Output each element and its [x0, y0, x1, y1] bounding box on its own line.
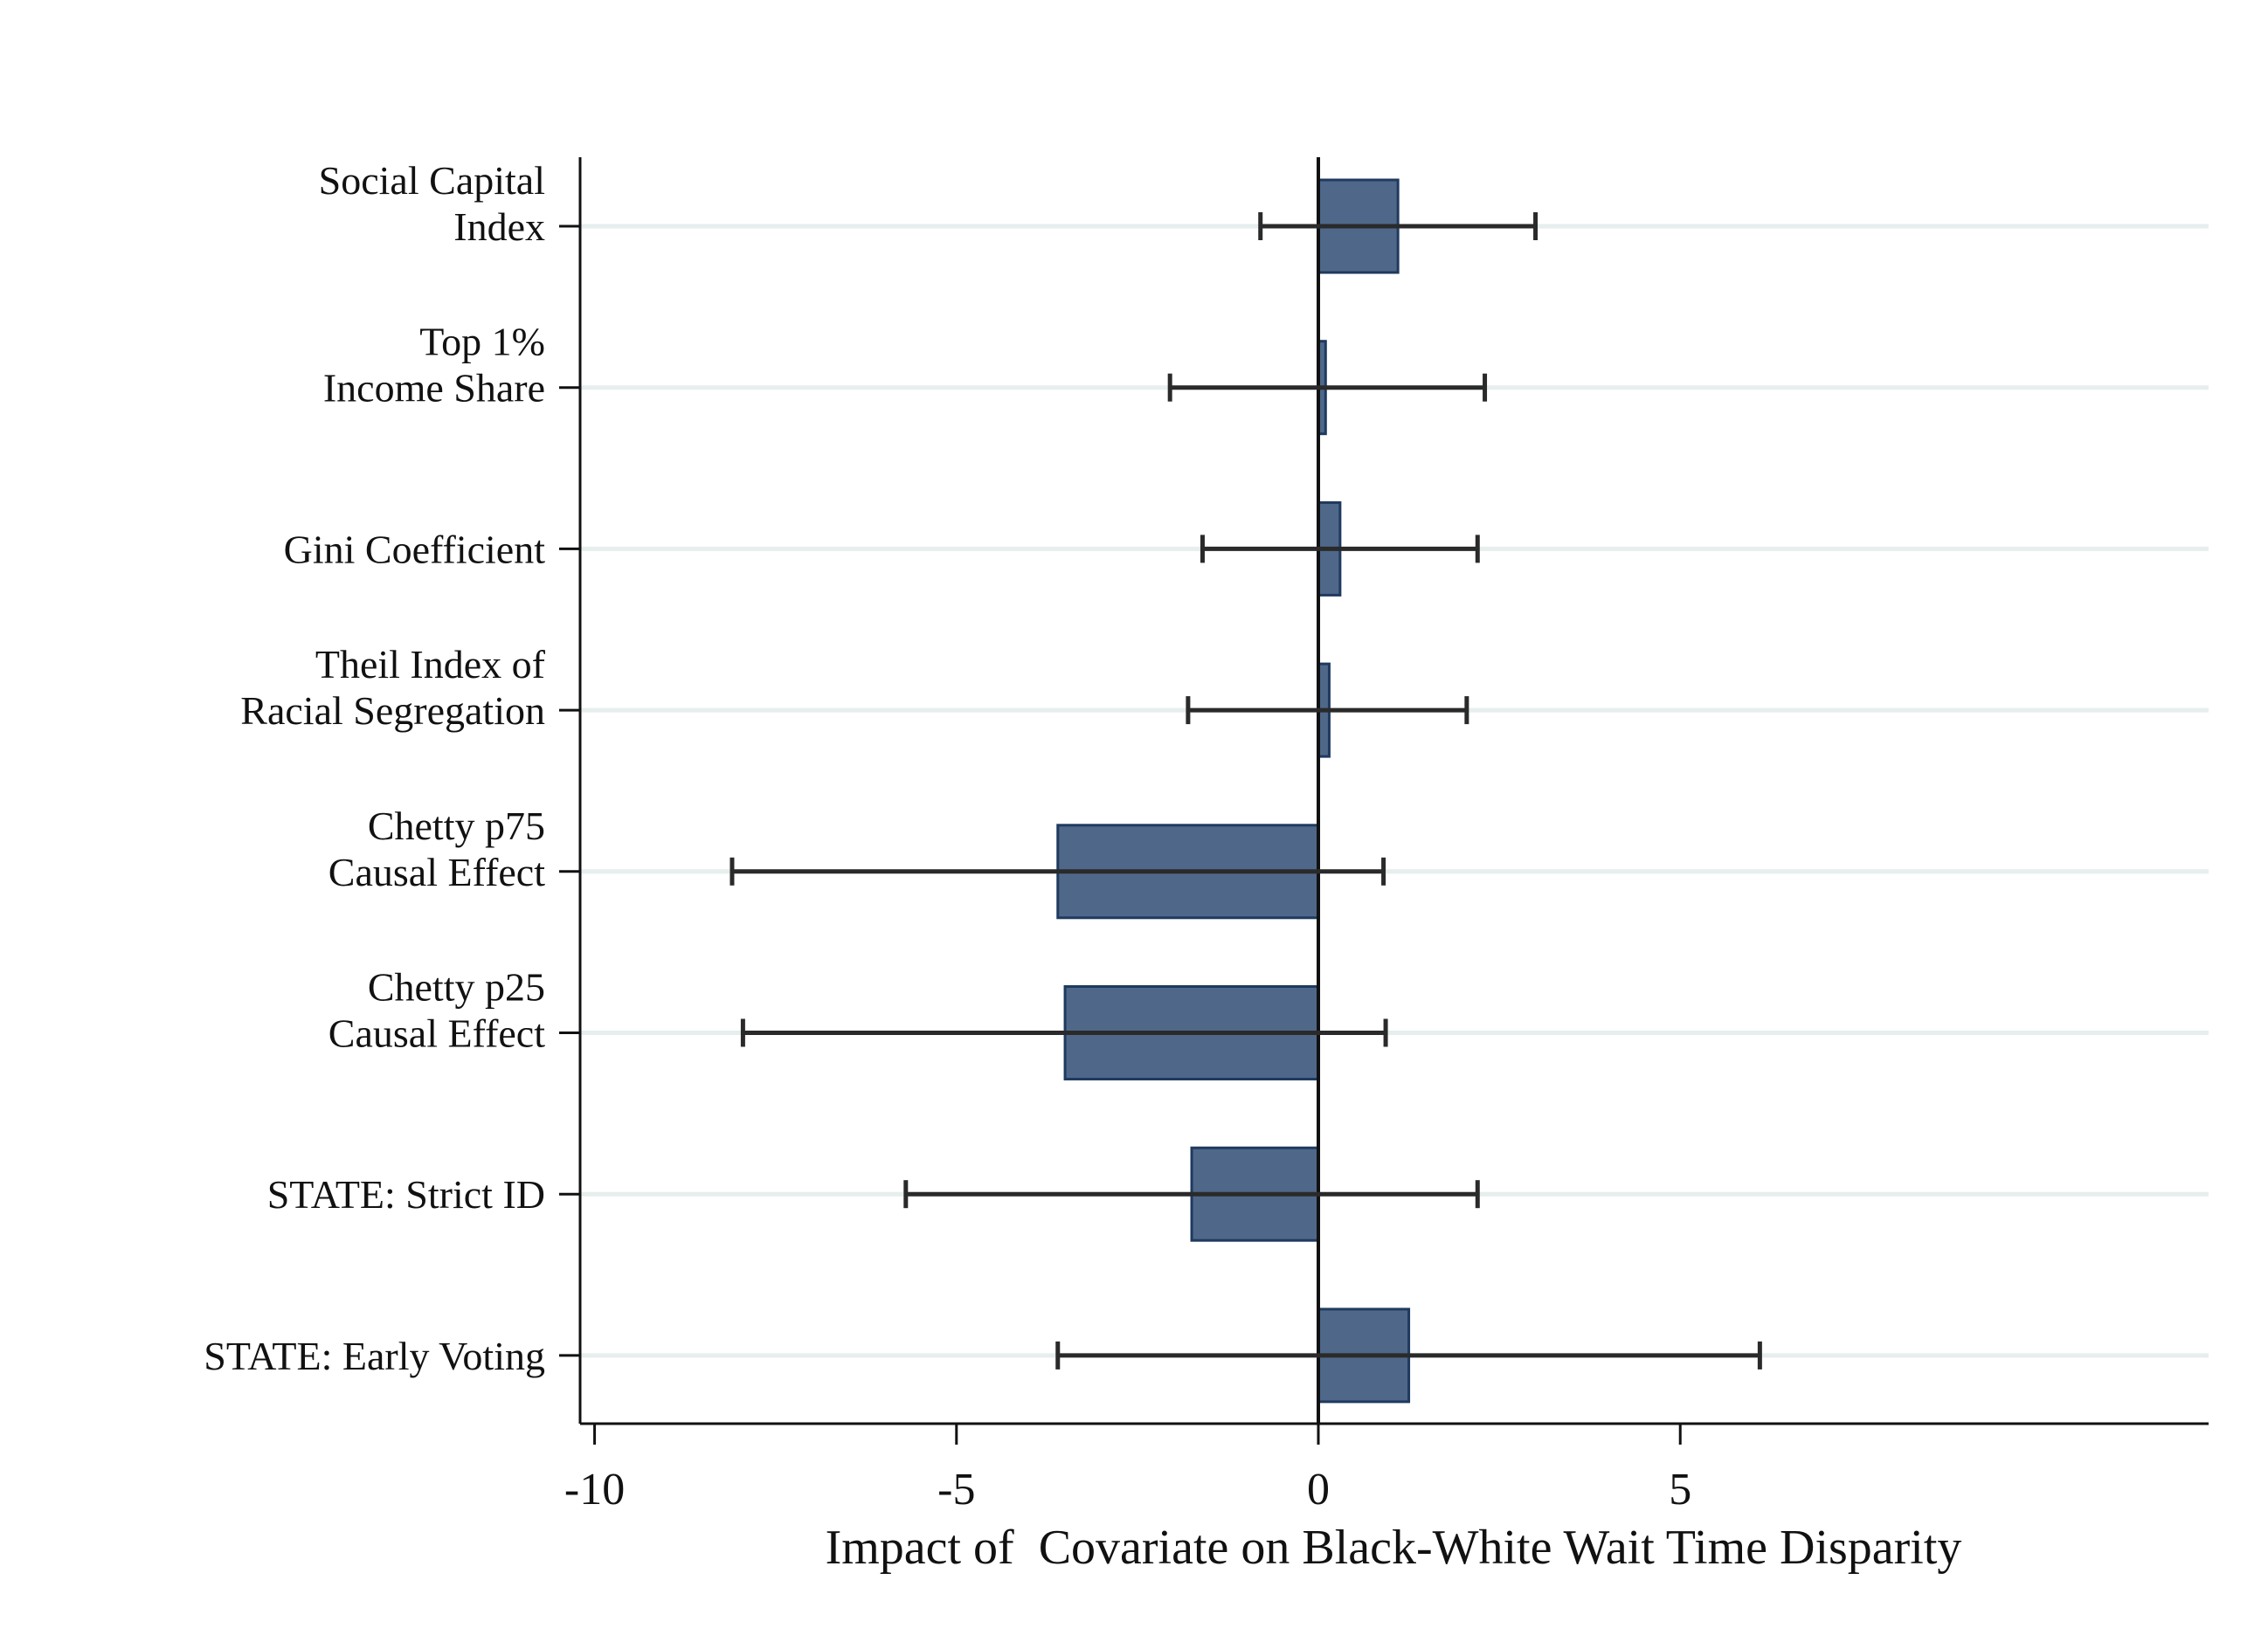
category-label-line: Racial Segregation: [240, 688, 545, 733]
x-tick-label: -10: [564, 1465, 625, 1514]
category-label: Chetty p75 Causal Effect: [328, 804, 545, 894]
category-label-line: Causal Effect: [328, 850, 545, 894]
category-label-line: Social Capital: [319, 158, 545, 203]
x-axis-title: Impact of Covariate on Black-White Wait …: [826, 1521, 1962, 1575]
category-label-line: Income Share: [323, 366, 545, 411]
category-label-line: Chetty p25: [368, 965, 545, 1010]
category-label-line: Index: [453, 204, 545, 249]
x-tick-label: -5: [937, 1465, 975, 1514]
error-bars: [729, 212, 1762, 1370]
category-label-line: Gini Coefficient: [284, 527, 546, 571]
category-label: STATE: Strict ID: [267, 1172, 545, 1217]
axes: [559, 157, 2209, 1445]
grid-lines: [580, 224, 2209, 1358]
bars: [1056, 178, 1411, 1404]
category-label: STATE: Early Voting: [204, 1334, 545, 1378]
category-labels: Social Capital Index Top 1% Income Share Gin…: [204, 158, 545, 1378]
error-bar: [1258, 212, 1539, 240]
category-label: Chetty p25 Causal Effect: [328, 965, 545, 1056]
category-label-line: Causal Effect: [328, 1011, 545, 1056]
x-tick-label: 0: [1307, 1465, 1330, 1514]
error-bar: [729, 857, 1386, 886]
category-label: Gini Coefficient: [284, 527, 546, 571]
error-bar: [1055, 1341, 1762, 1370]
category-label: Social Capital Index: [319, 158, 545, 249]
category-label: Theil Index of Racial Segregation: [240, 642, 545, 733]
category-label-line: Theil Index of: [315, 642, 546, 687]
category-label-line: Top 1%: [419, 320, 545, 364]
error-bar: [1167, 373, 1488, 402]
category-label: Top 1% Income Share: [323, 320, 545, 411]
error-bar: [1186, 696, 1469, 725]
category-label-line: STATE: Strict ID: [267, 1172, 545, 1217]
category-label-line: Chetty p75: [368, 804, 545, 848]
error-bar: [1200, 535, 1480, 563]
error-bar: [740, 1018, 1388, 1047]
error-bar: [903, 1180, 1480, 1209]
x-tick-labels: -10 -5 0 5: [564, 1465, 1691, 1514]
x-tick-label: 5: [1669, 1465, 1691, 1514]
category-label-line: STATE: Early Voting: [204, 1334, 545, 1378]
